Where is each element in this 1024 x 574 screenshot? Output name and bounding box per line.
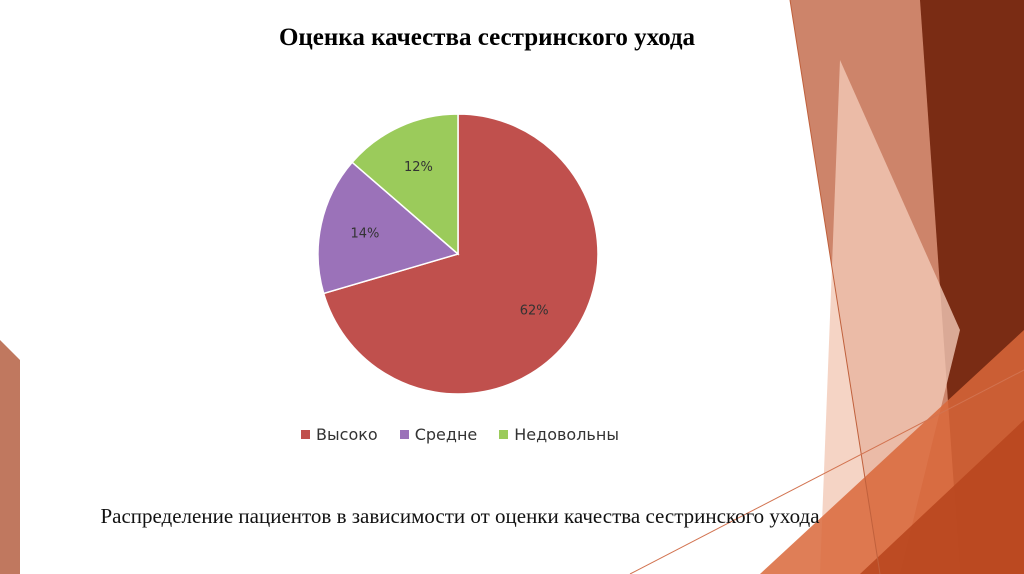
caption: Распределение пациентов в зависимости от… xyxy=(100,504,820,528)
legend-label: Высоко xyxy=(316,425,378,444)
pie-slice xyxy=(322,113,599,395)
legend-label: Средне xyxy=(414,425,478,444)
legend-item: Средне xyxy=(399,425,478,444)
legend-swatch xyxy=(399,430,409,439)
legend-label: Недовольны xyxy=(514,425,619,444)
legend-swatch xyxy=(499,430,509,439)
legend-item: Недовольны xyxy=(499,425,619,444)
data-label: 12% xyxy=(404,160,433,175)
legend-swatch xyxy=(301,430,311,439)
chart-title: Оценка качества сестринского ухода xyxy=(279,24,696,51)
data-label: 62% xyxy=(520,304,549,319)
legend: Высоко Средне Недовольны xyxy=(250,425,670,444)
pie-slice xyxy=(351,113,459,256)
data-label: 14% xyxy=(351,226,380,241)
pie-slice xyxy=(317,161,460,295)
legend-item: Высоко xyxy=(301,425,378,444)
